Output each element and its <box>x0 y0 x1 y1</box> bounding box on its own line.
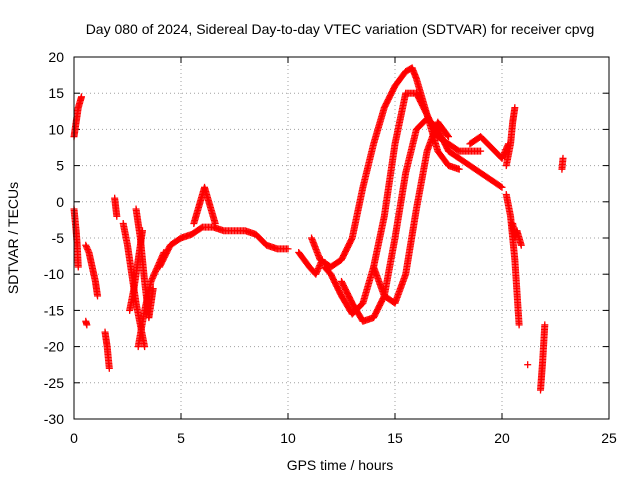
data-point <box>113 212 121 220</box>
data-point <box>498 183 506 191</box>
x-tick-label: 20 <box>494 430 510 446</box>
data-series <box>70 64 567 394</box>
y-tick-label: 0 <box>56 194 64 210</box>
y-tick-label: -30 <box>44 411 64 427</box>
series-drop-a <box>82 241 102 300</box>
data-point <box>511 104 519 112</box>
data-point <box>559 154 567 162</box>
series-wave-d <box>370 118 452 307</box>
series-drop-b <box>82 317 91 329</box>
chart-title: Day 080 of 2024, Sidereal Day-to-day VTE… <box>86 21 595 37</box>
series-pre-dawn <box>111 194 121 220</box>
x-tick-labels: 0 5 10 15 20 25 <box>70 430 617 446</box>
data-point <box>83 321 91 329</box>
x-tick-label: 15 <box>387 430 403 446</box>
series-night-c <box>558 154 567 173</box>
series-morning <box>156 223 292 271</box>
y-tick-label: -5 <box>52 230 65 246</box>
x-tick-label: 25 <box>601 430 617 446</box>
data-point <box>477 147 485 155</box>
y-tick-label: 5 <box>56 158 64 174</box>
plot-frame <box>73 56 610 420</box>
data-point <box>74 263 82 271</box>
data-point <box>517 241 525 249</box>
x-tick-label: 0 <box>70 430 78 446</box>
data-point <box>141 343 149 351</box>
series-evening-rise <box>502 104 519 170</box>
series-night-b <box>537 321 549 394</box>
x-tick-label: 10 <box>280 430 296 446</box>
data-point <box>455 165 463 173</box>
data-point <box>541 321 549 329</box>
series-evening-fill <box>509 220 525 249</box>
y-tick-label: 10 <box>48 121 64 137</box>
series-drop-c <box>101 328 113 372</box>
data-point <box>77 93 85 101</box>
y-tick-label: -15 <box>44 302 64 318</box>
series-night-a <box>524 361 532 369</box>
y-tick-labels: -30 -25 -20 -15 -10 -5 0 5 10 15 20 <box>44 49 64 427</box>
data-point <box>445 133 452 141</box>
y-tick-label: -10 <box>44 266 64 282</box>
y-axis-label: SDTVAR / TECUs <box>5 182 21 294</box>
data-point <box>284 245 292 253</box>
data-point <box>444 131 452 139</box>
data-point <box>497 182 505 190</box>
data-point <box>211 220 219 228</box>
data-point <box>524 361 532 369</box>
y-tick-label: -20 <box>44 339 64 355</box>
series-evening-drop <box>502 191 523 329</box>
x-axis-label: GPS time / hours <box>287 457 394 473</box>
series-rise-a <box>308 64 463 271</box>
y-tick-label: 15 <box>48 85 64 101</box>
data-point <box>94 292 102 300</box>
x-tick-label: 5 <box>177 430 185 446</box>
series-spike <box>190 183 219 228</box>
data-point <box>515 321 523 329</box>
y-tick-label: 20 <box>48 49 64 65</box>
data-point <box>105 364 113 372</box>
y-tick-label: -25 <box>44 375 64 391</box>
